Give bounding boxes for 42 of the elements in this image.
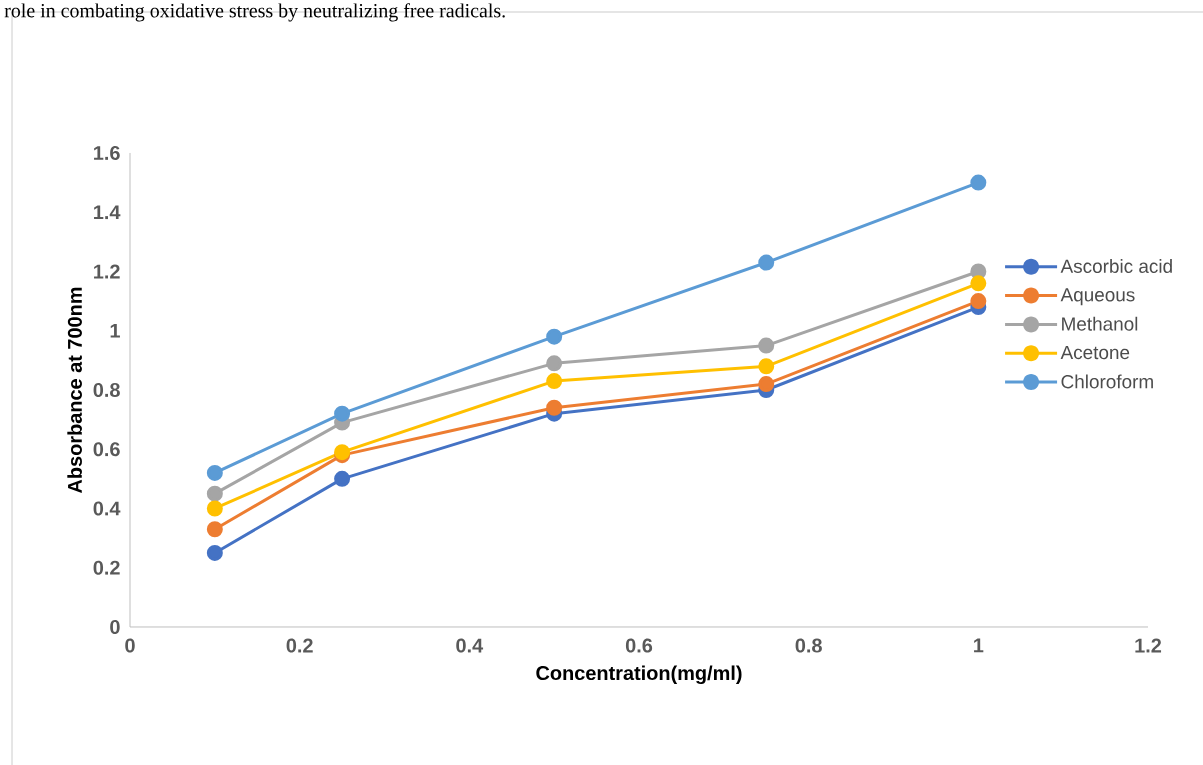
point [758, 254, 775, 271]
point [546, 373, 563, 390]
point [970, 275, 987, 292]
point [758, 358, 775, 375]
point [206, 464, 223, 481]
point [546, 399, 563, 416]
point [334, 405, 351, 422]
x-tick-label: 0.8 [795, 638, 822, 653]
point [970, 174, 987, 191]
point [546, 328, 563, 345]
y-tick-label: 1.2 [94, 264, 120, 279]
point [206, 544, 223, 561]
y-tick-label: 1.6 [94, 145, 120, 161]
point [970, 293, 987, 310]
y-axis-title: Absorbance at 700nm [67, 287, 82, 494]
y-tick-label: 0.4 [93, 501, 121, 516]
point [334, 470, 351, 487]
point [206, 485, 223, 502]
y-tick-label: 0.6 [93, 442, 120, 457]
y-tick-label: 0.8 [93, 382, 120, 398]
y-tick-label: 0.2 [93, 560, 120, 575]
x-tick-label: 0 [125, 638, 135, 653]
y-tick-label: 0 [110, 619, 120, 635]
x-tick-label: 0.6 [625, 638, 653, 653]
point [546, 355, 563, 372]
legend-label: Acetone [1060, 345, 1130, 360]
point [758, 337, 775, 354]
x-tick-label: 1 [974, 638, 984, 653]
legend-label: Methanol [1062, 316, 1138, 331]
point [758, 376, 775, 393]
legend-label: Ascorbic acid [1060, 259, 1172, 273]
text: role in combating oxidative stress by neutralizing free radicals. [4, 3, 505, 22]
legend-label: Chloroform [1061, 374, 1153, 389]
legend-label: Aqueous [1060, 288, 1135, 306]
y-tick-label: 1 [110, 323, 120, 338]
y-tick-label: 1.4 [94, 205, 121, 220]
point [206, 521, 223, 538]
x-tick-label: 0.2 [286, 638, 313, 653]
x-tick-label: 0.4 [456, 638, 484, 653]
x-tick-label: 1.2 [1135, 638, 1162, 653]
point [206, 500, 223, 517]
x-axis-title: Concentration(mg/ml) [536, 665, 742, 685]
